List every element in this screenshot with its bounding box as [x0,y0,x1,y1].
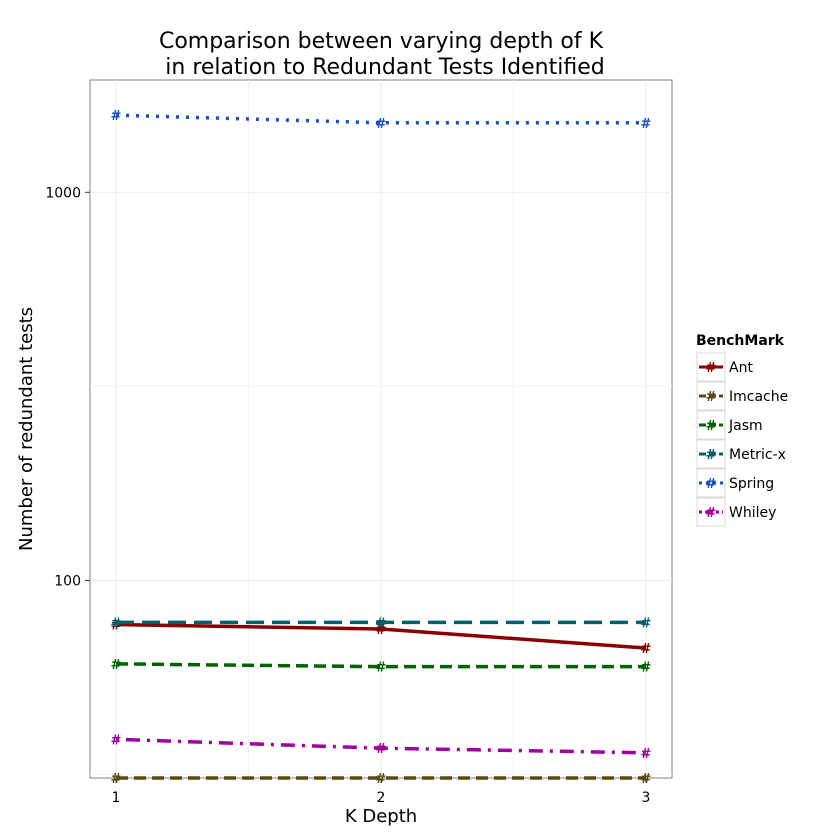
legend-label-metric-x: Metric-x [729,447,786,463]
y-axis-title: Number of redundant tests [16,307,37,551]
data-series: # ### # ## # ## # ### ### # [111,109,652,787]
x-tick-label: 1 [112,790,121,806]
data-point-whiley: # [641,747,652,762]
series-line-whiley [115,737,647,755]
legend-label-spring: Spring [729,476,774,492]
data-point-whiley: # [376,742,387,757]
series-line-jasm [115,662,646,669]
legend: # Ant # Imcache # Jasm # Metric-x # Spring # Whiley [696,352,788,527]
legend-key-marker-jasm: # [706,419,717,434]
legend-label-jasm: Jasm [728,418,763,434]
data-point-metric-x: # [376,616,387,631]
data-point-metric-x: # [641,616,652,631]
legend-label-whiley: Whiley [729,505,776,521]
data-point-ant: # [376,623,387,638]
axes: 100 1000 1 2 3 [45,185,650,806]
data-point-imcache: # [111,772,122,787]
data-point-ant: # [641,642,652,657]
x-tick-label: 3 [642,790,651,806]
data-point-imcache: # [376,772,387,787]
data-point-metric-x: # [111,616,122,631]
x-tick-label: 2 [377,790,386,806]
data-point-jasm: # [376,661,387,676]
legend-key-marker-ant: # [706,361,717,376]
legend-key-marker-imcache: # [706,390,717,405]
legend-label-imcache: Imcache [729,389,788,405]
x-axis-title: K Depth [345,806,417,827]
legend-label-ant: Ant [729,360,753,376]
legend-key-marker-metric-x: # [706,448,717,463]
data-point-imcache: # [641,772,652,787]
legend-key-marker-whiley: # [706,506,717,521]
series-line-spring [115,113,646,125]
data-point-spring: # [111,109,122,124]
data-point-whiley: # [111,733,122,748]
y-tick-label: 100 [54,574,81,590]
grid-lines [90,80,672,778]
legend-title: BenchMark [696,333,785,349]
series-line-ant [115,622,647,650]
legend-key-marker-spring: # [706,477,717,492]
data-point-spring: # [376,117,387,132]
data-point-jasm: # [111,658,122,673]
chart-title-line-1: Comparison between varying depth of K [159,29,604,54]
data-point-jasm: # [641,661,652,676]
data-point-spring: # [641,117,652,132]
data-point-ant: # [111,619,122,634]
y-tick-label: 1000 [45,185,81,201]
chart-title-line-2: in relation to Redundant Tests Identifie… [165,55,604,80]
